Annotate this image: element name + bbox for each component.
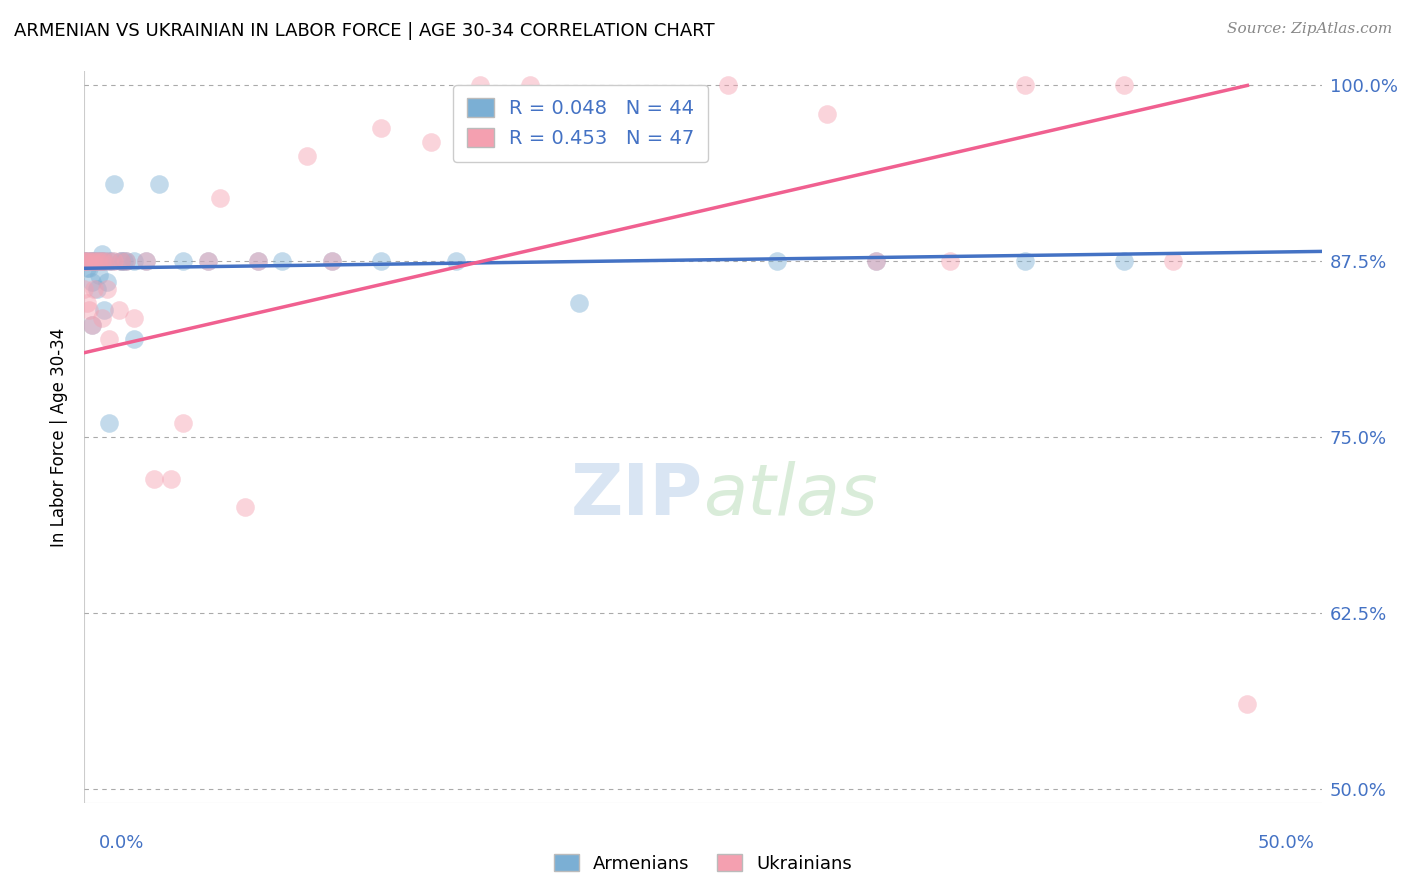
Point — [112, 254, 135, 268]
Point — [766, 254, 789, 268]
Point — [83, 254, 105, 268]
Point — [110, 254, 132, 268]
Point — [89, 254, 111, 268]
Point — [172, 416, 194, 430]
Point — [73, 254, 96, 268]
Point — [122, 254, 145, 268]
Point — [108, 303, 131, 318]
Point — [100, 254, 122, 268]
Point — [1236, 698, 1258, 712]
Point — [80, 254, 103, 268]
Point — [73, 254, 96, 268]
Point — [1112, 254, 1135, 268]
Point — [79, 303, 101, 318]
Point — [98, 332, 121, 346]
Point — [90, 254, 112, 268]
Point — [115, 254, 138, 268]
Point — [86, 282, 108, 296]
Point — [122, 310, 145, 325]
Point — [865, 254, 887, 268]
Text: 50.0%: 50.0% — [1258, 834, 1315, 852]
Point — [865, 254, 887, 268]
Point — [246, 254, 269, 268]
Point — [98, 416, 121, 430]
Point — [73, 282, 96, 296]
Point — [80, 254, 103, 268]
Point — [80, 318, 103, 332]
Point — [73, 254, 96, 268]
Point — [370, 254, 392, 268]
Point — [271, 254, 294, 268]
Point — [79, 254, 101, 268]
Point — [115, 254, 138, 268]
Point — [1014, 78, 1036, 93]
Point — [103, 254, 125, 268]
Point — [148, 177, 170, 191]
Point — [110, 254, 132, 268]
Y-axis label: In Labor Force | Age 30-34: In Labor Force | Age 30-34 — [51, 327, 69, 547]
Point — [142, 472, 165, 486]
Point — [470, 78, 492, 93]
Point — [76, 261, 98, 276]
Point — [89, 254, 111, 268]
Point — [209, 191, 232, 205]
Point — [93, 254, 115, 268]
Point — [617, 113, 640, 128]
Point — [98, 254, 121, 268]
Point — [79, 254, 101, 268]
Point — [370, 120, 392, 135]
Point — [1112, 78, 1135, 93]
Point — [197, 254, 219, 268]
Point — [110, 254, 132, 268]
Point — [93, 254, 115, 268]
Point — [122, 332, 145, 346]
Point — [568, 296, 591, 310]
Point — [295, 149, 318, 163]
Point — [89, 268, 111, 283]
Point — [80, 254, 103, 268]
Point — [135, 254, 157, 268]
Legend: Armenians, Ukrainians: Armenians, Ukrainians — [544, 845, 862, 881]
Point — [79, 261, 101, 276]
Point — [73, 254, 96, 268]
Point — [98, 254, 121, 268]
Point — [444, 254, 467, 268]
Point — [76, 254, 98, 268]
Point — [519, 78, 541, 93]
Point — [90, 254, 112, 268]
Point — [83, 254, 105, 268]
Point — [86, 254, 108, 268]
Point — [1014, 254, 1036, 268]
Point — [76, 296, 98, 310]
Point — [90, 310, 112, 325]
Text: ZIP: ZIP — [571, 461, 703, 530]
Point — [96, 282, 118, 296]
Point — [246, 254, 269, 268]
Point — [135, 254, 157, 268]
Point — [96, 276, 118, 290]
Point — [80, 318, 103, 332]
Point — [321, 254, 343, 268]
Text: Source: ZipAtlas.com: Source: ZipAtlas.com — [1226, 22, 1392, 37]
Point — [93, 303, 115, 318]
Point — [321, 254, 343, 268]
Point — [717, 78, 740, 93]
Point — [172, 254, 194, 268]
Point — [1161, 254, 1184, 268]
Point — [419, 135, 441, 149]
Point — [815, 106, 838, 120]
Point — [90, 247, 112, 261]
Point — [233, 500, 256, 515]
Point — [86, 254, 108, 268]
Point — [103, 177, 125, 191]
Text: atlas: atlas — [703, 461, 877, 530]
Point — [197, 254, 219, 268]
Text: 0.0%: 0.0% — [98, 834, 143, 852]
Point — [80, 276, 103, 290]
Point — [76, 254, 98, 268]
Point — [939, 254, 962, 268]
Point — [83, 282, 105, 296]
Text: ARMENIAN VS UKRAINIAN IN LABOR FORCE | AGE 30-34 CORRELATION CHART: ARMENIAN VS UKRAINIAN IN LABOR FORCE | A… — [14, 22, 714, 40]
Point — [160, 472, 183, 486]
